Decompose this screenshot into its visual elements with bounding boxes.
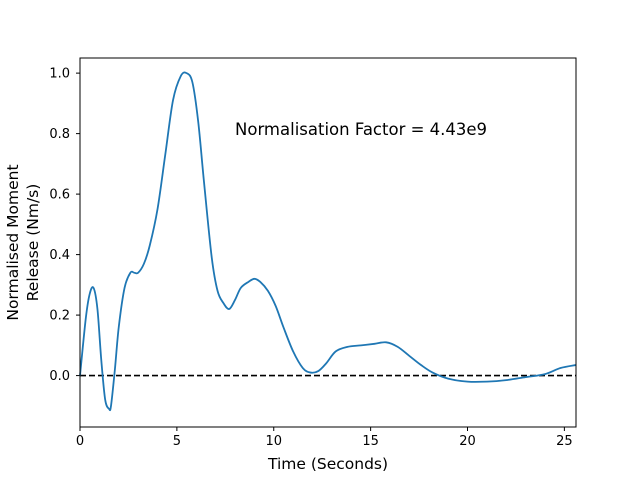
y-axis-label-line-1: Normalised Moment [4, 164, 22, 320]
x-tick-label: 20 [459, 434, 476, 449]
y-tick-label: 1.0 [49, 67, 70, 82]
y-axis-label-line-2: Release (Nm/s) [24, 184, 42, 302]
y-tick-label: 0.4 [49, 248, 70, 263]
x-tick-label: 25 [556, 434, 573, 449]
x-tick-label: 5 [173, 434, 181, 449]
x-tick-label: 10 [265, 434, 282, 449]
y-tick-label: 0.6 [49, 188, 70, 203]
series-line [79, 71, 577, 412]
y-tick-label: 0.2 [49, 309, 70, 324]
y-tick-label: 0.8 [49, 127, 70, 142]
annotation-normalisation-factor: Normalisation Factor = 4.43e9 [235, 120, 487, 139]
y-axis-ticks: 0.0 0.2 0.4 0.6 0.8 1.0 [49, 67, 80, 384]
plot-frame [79, 57, 577, 428]
x-tick-label: 15 [362, 434, 379, 449]
x-axis-ticks: 0 5 10 15 20 25 [76, 427, 573, 449]
y-tick-label: 0.0 [49, 369, 70, 384]
x-axis-label: Time (Seconds) [267, 455, 388, 473]
x-tick-label: 0 [76, 434, 84, 449]
